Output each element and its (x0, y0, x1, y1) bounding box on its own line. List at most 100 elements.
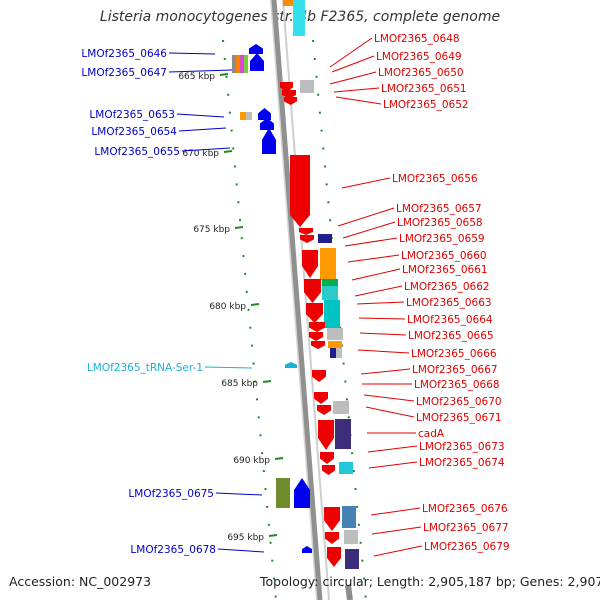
gene-arrow-plus (260, 118, 274, 130)
callout-line (354, 285, 403, 297)
cog-segment (339, 462, 353, 474)
gene-label-plus: LMOf2365_0653 (89, 109, 175, 121)
gene-arrow-plus (258, 108, 271, 120)
gene-label-plus: LMOf2365_0646 (81, 48, 167, 60)
gene-arrow-minus (309, 332, 323, 341)
callout-line (335, 96, 382, 105)
trna-marker (285, 362, 297, 368)
gene-arrow-minus (306, 303, 323, 323)
gene-label-minus: cadA (418, 428, 445, 440)
callout-line (181, 147, 231, 152)
scale-tick-label: 680 kbp (209, 302, 246, 312)
gene-label-minus: LMOf2365_0670 (416, 396, 502, 408)
cog-segment (300, 80, 314, 93)
gene-label-minus: LMOf2365_0671 (416, 412, 502, 424)
cog-segment (276, 478, 290, 508)
callout-line (368, 461, 418, 469)
cog-segment (328, 341, 342, 348)
gene-label-minus: LMOf2365_0660 (401, 250, 487, 262)
gene-label-minus: LMOf2365_0666 (411, 348, 497, 360)
gene-label-minus: LMOf2365_0679 (424, 541, 510, 553)
cog-segment (236, 55, 240, 73)
scale-tick-label: 685 kbp (221, 379, 258, 389)
gene-label-plus: LMOf2365_0647 (81, 67, 167, 79)
cog-segment (335, 419, 351, 449)
gene-label-plus: LMOf2365_0654 (91, 126, 177, 138)
callout-line (215, 492, 263, 496)
callout-line (329, 71, 377, 85)
scale-tick (250, 303, 260, 306)
callout-line (217, 548, 265, 553)
minor-tick-track (222, 39, 277, 600)
gene-label-plus: LMOf2365_0678 (130, 544, 216, 556)
scale-tick-label: 670 kbp (182, 149, 219, 159)
gene-arrow-plus (302, 546, 312, 553)
cog-segment (324, 300, 340, 328)
scale-tick (223, 150, 233, 153)
cog-segment (240, 55, 244, 73)
gene-label-minus: LMOf2365_0657 (396, 203, 482, 215)
gene-label-minus: LMOf2365_0668 (414, 379, 500, 391)
cog-segment (320, 248, 336, 280)
callout-line (373, 545, 423, 557)
cog-segment (322, 279, 338, 287)
gene-arrow-minus (290, 155, 310, 227)
callout-line (329, 37, 373, 68)
cog-segment (327, 328, 343, 340)
gene-label-minus: LMOf2365_0658 (397, 217, 483, 229)
cog-segment (244, 55, 248, 73)
callout-line (341, 177, 391, 189)
minor-tick-track-right (312, 39, 367, 600)
gene-arrow-minus (300, 235, 314, 243)
gene-label-minus: LMOf2365_0677 (423, 522, 509, 534)
gene-label-plus: LMOf2365_0655 (94, 146, 180, 158)
accession-text: Accession: NC_002973 (9, 574, 152, 589)
scale-tick (262, 380, 272, 383)
callout-line (365, 406, 415, 418)
cog-segment (293, 0, 305, 36)
backbone-layer (222, 0, 367, 600)
gene-arrow-minus (327, 547, 341, 567)
gene-arrow-minus (317, 405, 331, 415)
cog-segment (232, 55, 237, 73)
gene-arrow-minus (325, 532, 339, 544)
gene-label-minus: LMOf2365_0656 (392, 173, 478, 185)
scale-tick (219, 73, 229, 76)
gene-label-plus: LMOf2365_0675 (128, 488, 214, 500)
gene-arrow-plus (249, 44, 263, 54)
gene-arrow-minus (284, 97, 297, 105)
callout-line (347, 254, 400, 263)
gene-label-minus: LMOf2365_0662 (404, 281, 490, 293)
callout-line (344, 237, 398, 247)
scale-tick (234, 226, 244, 229)
cog-segment (246, 112, 252, 120)
cog-segment (344, 530, 358, 544)
cog-track (232, 0, 359, 569)
cog-segment (333, 401, 349, 414)
gene-label-minus: LMOf2365_0676 (422, 503, 508, 515)
callout-line (359, 332, 407, 336)
gene-label-minus: LMOf2365_0665 (408, 330, 494, 342)
gene-arrow-minus (320, 452, 334, 464)
gene-label-minus: LMOf2365_0649 (376, 51, 462, 63)
gene-arrow-minus (314, 392, 328, 404)
gene-arrow-minus (282, 90, 296, 99)
cog-segment (345, 549, 359, 569)
scale-tick-label: 695 kbp (227, 533, 264, 543)
cog-segment (336, 348, 342, 358)
gene-arrow-plus (250, 53, 264, 71)
callout-line (333, 87, 380, 93)
callout-line (357, 349, 410, 354)
callout-line (358, 317, 406, 320)
callout-line (367, 445, 418, 453)
gene-label-minus: LMOf2365_0648 (374, 33, 460, 45)
callout-line (360, 368, 411, 375)
gene-label-minus: LMOf2365_0650 (378, 67, 464, 79)
cog-segment (283, 0, 301, 6)
genome-summary: Topology: circular; Length: 2,905,187 bp… (260, 574, 600, 589)
gene-arrow-minus (304, 279, 321, 303)
callout-line (168, 52, 216, 55)
gene-arrow-minus (309, 322, 325, 332)
